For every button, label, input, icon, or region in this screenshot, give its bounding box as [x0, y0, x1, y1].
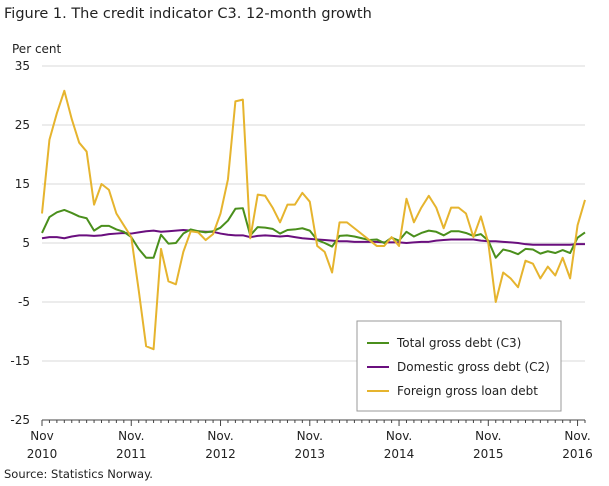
- axes: -25 -15 -5 5 15 25 35 Nov 2010 Nov. 2011 Nov. 2012 No…: [10, 59, 592, 461]
- x-tick-label-year: 2014: [384, 447, 415, 461]
- x-tick-label-year: 2015: [473, 447, 504, 461]
- y-tick-label: 5: [22, 236, 30, 250]
- x-tick-label-year: 2011: [116, 447, 147, 461]
- data-series: [41, 89, 586, 351]
- x-tick-label-year: 2012: [205, 447, 236, 461]
- y-tick-label: 25: [15, 118, 30, 132]
- x-tick-label: Nov: [30, 429, 53, 443]
- source-note: Source: Statistics Norway.: [4, 467, 153, 481]
- legend-box: [356, 320, 562, 412]
- y-tick-label: 35: [15, 59, 30, 73]
- y-tick-label: -25: [10, 413, 30, 427]
- legend-label: Foreign gross loan debt: [397, 384, 538, 398]
- x-tick-label-year: 2013: [295, 447, 326, 461]
- legend: Total gross debt (C3) Domestic gross debt…: [356, 320, 562, 412]
- y-tick-label: -15: [10, 354, 30, 368]
- y-axis-label: Per cent: [12, 42, 62, 56]
- series-line-c2: [41, 229, 585, 246]
- y-tick-label: 15: [15, 177, 30, 191]
- x-tick-label-year: 2016: [562, 447, 593, 461]
- y-tick-label: -5: [18, 295, 30, 309]
- x-tick-label: Nov.: [564, 429, 590, 443]
- x-tick-label: Nov.: [297, 429, 323, 443]
- x-tick-label: Nov.: [207, 429, 233, 443]
- series-line-foreign: [41, 89, 586, 351]
- x-tick-label: Nov.: [386, 429, 412, 443]
- x-tick-label: Nov.: [118, 429, 144, 443]
- x-tick-label: Nov.: [475, 429, 501, 443]
- gridlines: [42, 65, 585, 362]
- legend-label: Total gross debt (C3): [396, 336, 521, 350]
- x-tick-label-year: 2010: [27, 447, 58, 461]
- legend-label: Domestic gross debt (C2): [397, 360, 550, 374]
- chart-title: Figure 1. The credit indicator C3. 12-mo…: [4, 6, 372, 22]
